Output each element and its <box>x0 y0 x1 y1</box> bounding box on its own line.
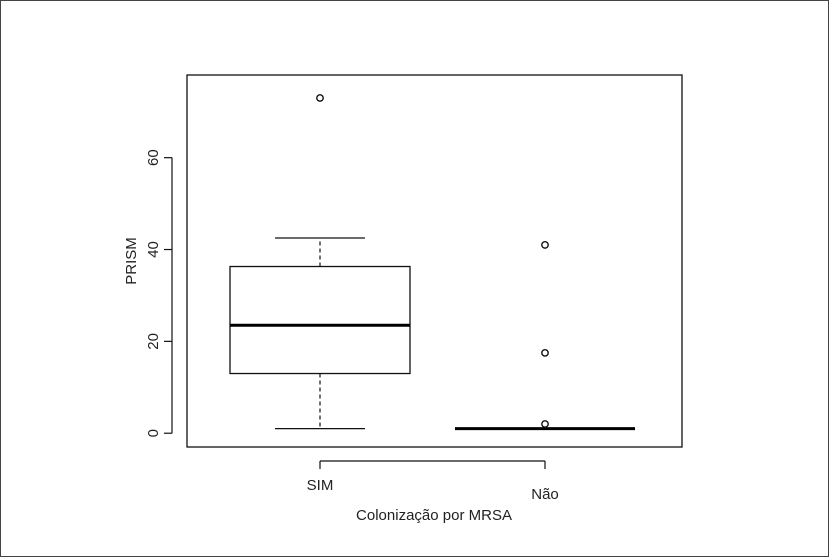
outlier-point <box>541 241 549 249</box>
box-1 <box>229 94 411 430</box>
y-tick-label: 60 <box>145 149 162 166</box>
outlier-point <box>316 94 324 102</box>
y-tick-label: 0 <box>145 429 162 437</box>
y-axis-label: PRISM <box>123 237 140 285</box>
y-tick-label: 40 <box>145 241 162 258</box>
box-2 <box>455 241 635 431</box>
x-axis-label: Colonização por MRSA <box>356 507 512 524</box>
outlier-point <box>541 420 549 428</box>
boxes <box>229 94 635 431</box>
outlier-point <box>541 348 549 357</box>
x-tick-label: SIM <box>307 477 334 494</box>
iqr-box <box>229 265 411 375</box>
x-tick-label: Não <box>531 486 559 503</box>
x-axis: SIM Não <box>307 460 559 503</box>
y-tick-label: 20 <box>145 333 162 350</box>
plot-area-border <box>186 74 683 448</box>
y-axis: 0 20 40 60 <box>145 149 173 437</box>
